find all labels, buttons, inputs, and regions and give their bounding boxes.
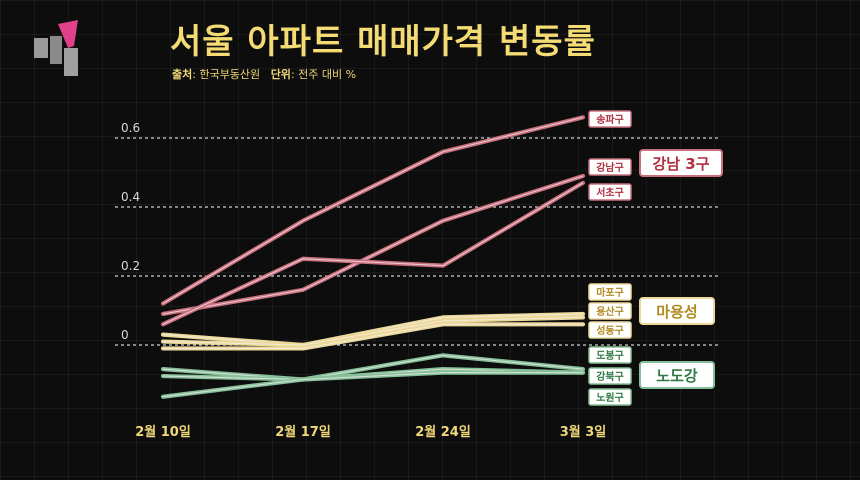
series-line-core xyxy=(162,182,584,325)
group-label-box xyxy=(639,297,715,325)
group-label-box xyxy=(639,361,715,389)
series-label-text: 도봉구 xyxy=(596,350,624,362)
series-label-box xyxy=(588,183,632,201)
series-label-text: 용산구 xyxy=(596,305,624,318)
y-tick-label: 0.2 xyxy=(121,259,140,273)
x-tick-label: 2월 24일 xyxy=(415,424,471,440)
series-line-core xyxy=(162,116,584,305)
series-line-core xyxy=(162,354,584,380)
group-label-box xyxy=(639,149,723,177)
source-note: 출처: 한국부동산원 단위: 전주 대비 % xyxy=(172,66,356,82)
series-label-text: 노원구 xyxy=(596,391,624,404)
series-label-text: 강북구 xyxy=(596,370,624,383)
series-label: 성동구 xyxy=(588,321,632,339)
group-label-gangnam: 강남 3구 xyxy=(639,149,723,177)
group-label-nodogang: 노도강 xyxy=(639,361,715,389)
series-label-text: 마포구 xyxy=(596,286,624,299)
series-label: 용산구 xyxy=(588,302,632,320)
group-label-text: 마용성 xyxy=(656,303,697,321)
series-label-text: 성동구 xyxy=(596,324,624,337)
y-tick-label: 0 xyxy=(121,328,129,342)
group-label-text: 노도강 xyxy=(656,367,698,385)
series-line-core xyxy=(163,323,583,349)
series-label-text: 서초구 xyxy=(596,186,624,199)
series-label-box xyxy=(588,388,632,406)
group-label-text: 강남 3구 xyxy=(652,155,709,173)
group-label-mayongseong: 마용성 xyxy=(639,297,715,325)
x-tick-label: 3월 3일 xyxy=(560,424,607,440)
x-tick-label: 2월 17일 xyxy=(275,424,331,440)
series-label-box xyxy=(588,346,632,364)
series-label-box xyxy=(588,110,632,128)
series-line-core xyxy=(162,372,583,398)
source-label: 출처 xyxy=(172,68,193,81)
source-value: : 한국부동산원 xyxy=(192,68,261,81)
brand-logo-icon xyxy=(34,20,78,76)
series-label: 강남구 xyxy=(588,158,632,176)
series-line-core xyxy=(162,316,584,346)
series-label-box xyxy=(588,283,632,301)
series-label: 서초구 xyxy=(588,183,632,201)
series-label: 도봉구 xyxy=(588,346,632,364)
series-label-box xyxy=(588,302,632,320)
series-line-core xyxy=(162,175,584,315)
series-label: 노원구 xyxy=(588,388,632,406)
series-label-box xyxy=(588,367,632,385)
y-tick-label: 0.4 xyxy=(121,190,140,204)
series-label-box xyxy=(588,321,632,339)
unit-label: 단위 xyxy=(270,68,291,81)
series-label-text: 송파구 xyxy=(596,113,624,126)
series-label-text: 강남구 xyxy=(596,161,624,174)
chart-title: 서울 아파트 매매가격 변동률 xyxy=(170,22,596,62)
x-tick-label: 2월 10일 xyxy=(135,424,191,440)
series-label: 마포구 xyxy=(588,283,632,301)
series-label-box xyxy=(588,158,632,176)
y-tick-label: 0.6 xyxy=(121,121,140,135)
series-label: 강북구 xyxy=(588,367,632,385)
series-label: 송파구 xyxy=(588,110,632,128)
unit-value: : 전주 대비 % xyxy=(290,68,357,81)
